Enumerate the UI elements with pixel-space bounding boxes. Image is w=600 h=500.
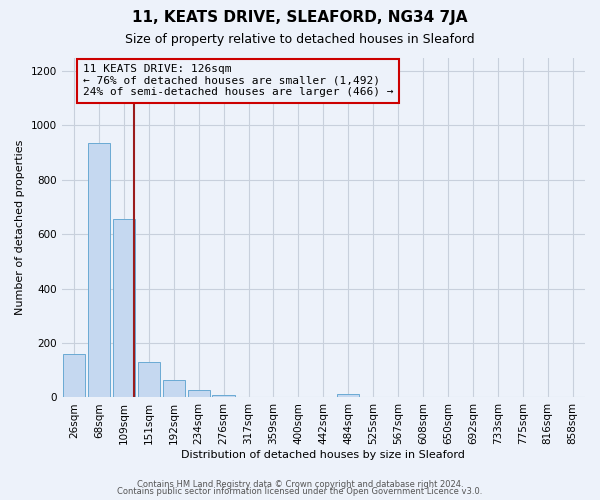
Text: Contains HM Land Registry data © Crown copyright and database right 2024.: Contains HM Land Registry data © Crown c… bbox=[137, 480, 463, 489]
Bar bbox=[113, 220, 135, 398]
Bar bbox=[238, 396, 260, 398]
X-axis label: Distribution of detached houses by size in Sleaford: Distribution of detached houses by size … bbox=[181, 450, 465, 460]
Bar bbox=[63, 354, 85, 398]
Text: Contains public sector information licensed under the Open Government Licence v3: Contains public sector information licen… bbox=[118, 488, 482, 496]
Y-axis label: Number of detached properties: Number of detached properties bbox=[15, 140, 25, 315]
Text: 11 KEATS DRIVE: 126sqm
← 76% of detached houses are smaller (1,492)
24% of semi-: 11 KEATS DRIVE: 126sqm ← 76% of detached… bbox=[83, 64, 393, 98]
Text: 11, KEATS DRIVE, SLEAFORD, NG34 7JA: 11, KEATS DRIVE, SLEAFORD, NG34 7JA bbox=[132, 10, 468, 25]
Bar bbox=[137, 362, 160, 398]
Bar bbox=[212, 394, 235, 398]
Bar bbox=[88, 143, 110, 398]
Bar bbox=[188, 390, 210, 398]
Bar bbox=[337, 394, 359, 398]
Bar bbox=[163, 380, 185, 398]
Text: Size of property relative to detached houses in Sleaford: Size of property relative to detached ho… bbox=[125, 32, 475, 46]
